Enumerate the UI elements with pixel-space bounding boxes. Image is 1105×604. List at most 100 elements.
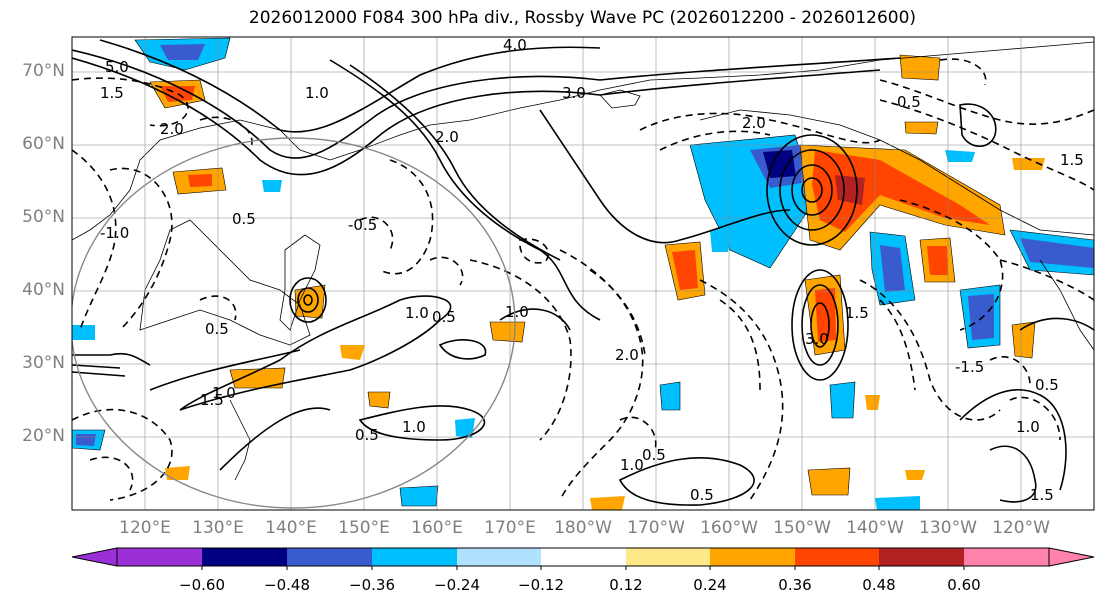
contour-line (879, 79, 1094, 125)
coastline (599, 89, 641, 109)
lat-label: 70°N (22, 61, 65, 81)
contour-line (72, 77, 189, 127)
lon-label: 150°E (338, 518, 390, 538)
contour-line (429, 256, 464, 286)
lon-label: 130°E (192, 518, 244, 538)
coastlines (72, 41, 1094, 481)
colorbar-tick: 0.24 (693, 576, 727, 594)
contour-label: 2.0 (742, 114, 766, 132)
shade-darkblue (1020, 238, 1094, 268)
lon-label: 120°E (119, 518, 171, 538)
contour-line (359, 216, 394, 251)
shade-blue (875, 496, 920, 510)
shading-layer (72, 37, 1094, 510)
contour-line (519, 238, 549, 264)
colorbar-tick: −0.48 (264, 576, 310, 594)
contour-label: -1.5 (955, 358, 984, 376)
negative-contours (72, 58, 1094, 501)
contour-line (989, 356, 1031, 386)
shade-blue (399, 485, 439, 507)
shade-blue (72, 325, 95, 340)
contour-label: 2.0 (160, 120, 184, 138)
contour-label: 1.0 (212, 384, 236, 402)
contour-line (438, 339, 487, 360)
contour-label-layer: 5.0 2.0 1.5 1.0 0.5 -0.5 -1.0 2.0 0.5 1.… (100, 36, 1084, 504)
contour-label: 1.0 (405, 304, 429, 322)
contour-label: 0.5 (1035, 376, 1059, 394)
shade-orange (367, 391, 391, 409)
contour-line (329, 59, 601, 321)
colorbar-tick: 0.36 (778, 576, 812, 594)
lon-label: 150°W (773, 518, 831, 538)
shade-orange (904, 121, 939, 135)
lat-label: 30°N (22, 353, 65, 373)
contour-line (639, 112, 881, 144)
shade-orange (340, 345, 365, 360)
contour-line (999, 259, 1094, 301)
shade-darkblue (880, 245, 905, 292)
contour-label: 0.5 (232, 210, 256, 228)
map-panel (72, 37, 1094, 510)
shade-red (672, 250, 698, 290)
contour-ring (791, 269, 849, 381)
contour-line (719, 299, 761, 391)
contour-label: 1.0 (620, 456, 644, 474)
contour-line (72, 149, 117, 331)
contour-line (72, 408, 173, 501)
colorbar-segment (202, 548, 287, 566)
contour-ring (810, 302, 830, 348)
domain-circle (72, 137, 516, 509)
shade-orange (905, 470, 925, 480)
shade-orange (165, 466, 190, 480)
contour-line (879, 99, 1094, 191)
contour-ring (289, 277, 327, 323)
contour-line (469, 259, 572, 441)
contour-line (99, 39, 601, 133)
coastline (72, 41, 1094, 241)
shade-orange (1012, 158, 1045, 170)
contour-line (149, 349, 301, 391)
contour-label: 3.0 (805, 330, 829, 348)
contour-label: 1.5 (200, 391, 224, 409)
contour-line (358, 405, 486, 441)
shade-orange (899, 54, 941, 81)
contour-line (879, 299, 916, 391)
shade-navy (763, 150, 796, 178)
contour-ring (779, 149, 845, 231)
coastline (139, 219, 311, 346)
colorbar-tick: −0.12 (518, 576, 564, 594)
contour-line (539, 109, 791, 244)
shade-orange (1011, 321, 1036, 359)
contour-line (89, 456, 134, 491)
contour-ring (303, 294, 313, 306)
colorbar-segment (457, 548, 541, 566)
contour-label: -0.5 (348, 216, 377, 234)
contour-label: 0.5 (690, 486, 714, 504)
colorbar-tick: −0.60 (179, 576, 225, 594)
shade-darkblue (76, 434, 96, 446)
contour-line (559, 249, 644, 501)
colorbar-segment (372, 548, 457, 566)
lon-label: 140°W (846, 518, 904, 538)
contour-label: 1.0 (1016, 418, 1040, 436)
contour-label: 1.0 (305, 84, 329, 102)
lon-label: 170°E (484, 518, 536, 538)
colorbar-segment (879, 548, 964, 566)
contour-line (1019, 317, 1094, 331)
colorbar-tick: 0.48 (862, 576, 896, 594)
contour-label: 5.0 (105, 58, 129, 76)
contour-label: 1.0 (402, 418, 426, 436)
colorbar-tick: 0.12 (609, 576, 643, 594)
lon-label: 160°W (700, 518, 758, 538)
contour-ring (801, 284, 839, 366)
contour-label: 2.0 (435, 128, 459, 146)
colorbar-tick: −0.36 (349, 576, 395, 594)
contour-ring (297, 287, 319, 313)
contour-ring (791, 164, 833, 216)
map-frame (71, 36, 1095, 511)
contour-ring (766, 134, 858, 246)
shade-blue (829, 381, 856, 419)
graticule (72, 37, 1094, 510)
contour-line (939, 58, 987, 86)
colorbar (71, 547, 1095, 570)
